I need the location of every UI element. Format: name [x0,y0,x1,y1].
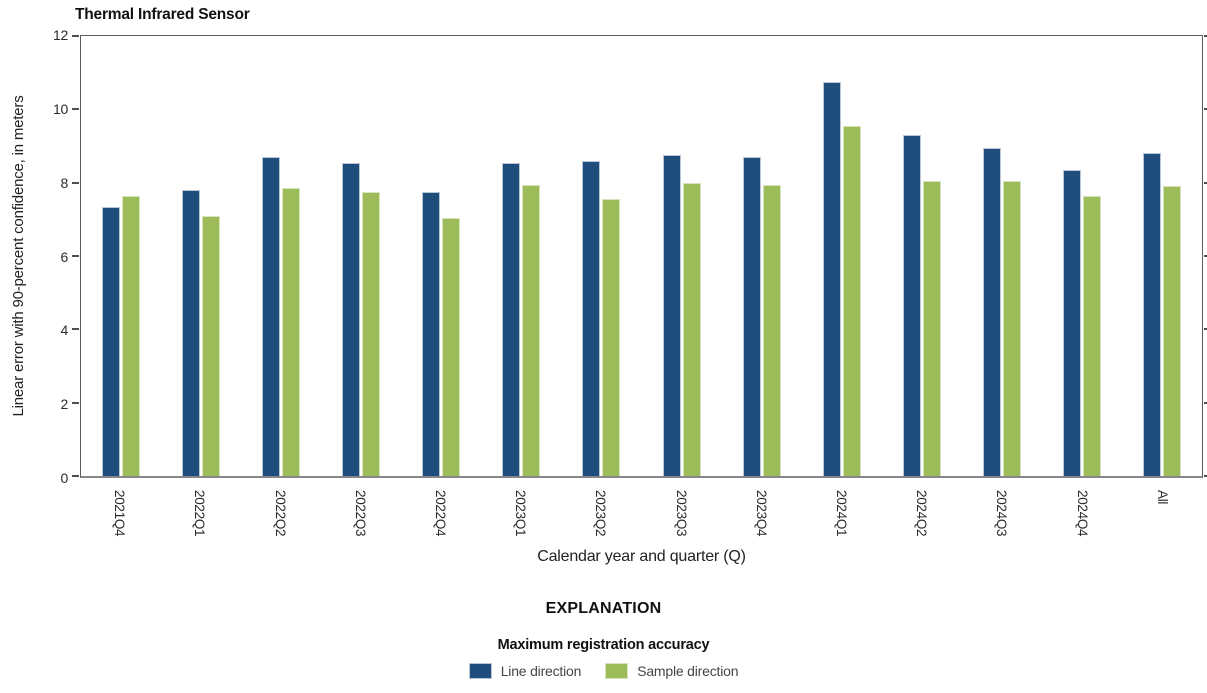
y-tick-left-4 [72,328,79,331]
bar-sample-direction-2024q1 [842,125,861,476]
bar-group-2022q4 [422,36,461,476]
bar-line-direction-2022q4 [422,191,441,476]
x-tick-label-2022q2: 2022Q2 [272,490,288,537]
y-tick-left-10 [72,108,79,111]
y-tick-right-8 [1204,181,1207,184]
bar-line-direction-2023q1 [502,162,521,476]
x-tick-label-2023q4: 2023Q4 [753,490,769,537]
y-tick-left-12 [72,35,79,37]
y-tick-left-2 [72,401,79,404]
bar-sample-direction-2023q4 [762,184,781,476]
y-tick-right-0 [1204,475,1207,477]
bar-line-direction-all [1142,153,1161,476]
x-tick-label-2024q1: 2024Q1 [834,490,850,537]
y-tick-label-0: 0 [60,470,69,486]
legend-item-line-direction: Line direction [468,663,582,679]
legend: Line direction Sample direction [0,663,1207,679]
x-tick-label-2022q3: 2022Q3 [352,490,368,537]
y-tick-left-8 [72,181,79,184]
explanation-subheading: Maximum registration accuracy [497,637,710,653]
bar-group-2023q2 [582,36,621,476]
bar-sample-direction-2022q2 [282,188,301,476]
bar-group-2024q1 [822,36,861,476]
bar-sample-direction-2023q3 [682,182,701,476]
bar-line-direction-2022q3 [342,162,361,476]
plot-area [72,35,1207,478]
bar-sample-direction-2023q1 [522,184,541,476]
bar-group-2024q3 [982,36,1021,476]
y-tick-labels: 0 2 4 6 8 10 12 [0,27,69,486]
bar-line-direction-2024q2 [902,135,921,476]
y-tick-label-12: 12 [53,27,68,43]
bar-group-2024q2 [902,36,941,476]
x-tick-label-2024q4: 2024Q4 [1074,490,1090,537]
x-axis-label: Calendar year and quarter (Q) [537,548,746,565]
bar-line-direction-2022q1 [182,190,201,476]
x-tick-label-2024q3: 2024Q3 [994,490,1010,537]
x-tick-label-2022q4: 2022Q4 [432,490,448,537]
y-tick-label-4: 4 [60,322,69,339]
bar-sample-direction-2021q4 [122,195,141,476]
x-tick-label-all: All [1154,490,1170,505]
bar-line-direction-2023q3 [662,155,681,476]
bar-line-direction-2022q2 [262,157,281,476]
y-tick-label-8: 8 [60,174,69,191]
bar-group-2023q3 [662,36,701,476]
bar-group-2024q4 [1062,36,1101,476]
y-tick-right-12 [1204,35,1207,37]
y-tick-left-6 [72,255,79,257]
bar-group-2021q4 [102,36,141,476]
y-tick-right-10 [1204,108,1207,111]
explanation-heading: EXPLANATION [545,600,662,617]
bar-group-2022q2 [262,36,301,476]
bar-line-direction-2024q4 [1062,169,1081,476]
y-tick-label-10: 10 [53,100,68,117]
bar-line-direction-2021q4 [102,206,121,476]
legend-label-sample-direction: Sample direction [637,663,739,679]
bar-sample-direction-2022q1 [202,215,221,476]
bar-group-all [1142,36,1181,476]
bar-sample-direction-2024q2 [922,180,941,476]
y-tick-right-2 [1204,401,1207,404]
bar-line-direction-2023q4 [742,157,761,476]
y-tick-label-6: 6 [60,248,69,265]
x-tick-label-2022q1: 2022Q1 [192,490,208,537]
bar-sample-direction-all [1162,186,1181,476]
bar-group-2023q1 [502,36,541,476]
bar-group-2022q3 [342,36,381,476]
legend-label-line-direction: Line direction [500,663,582,679]
bar-sample-direction-2022q4 [442,217,461,476]
x-tick-label-2024q2: 2024Q2 [914,490,930,537]
chart-title: Thermal Infrared Sensor [75,6,250,23]
bar-sample-direction-2024q4 [1082,195,1101,476]
bar-sample-direction-2022q3 [362,191,381,476]
bar-group-2022q1 [182,36,221,476]
x-tick-label-2021q4: 2021Q4 [112,490,128,537]
legend-item-sample-direction: Sample direction [605,663,738,679]
bar-line-direction-2024q1 [822,81,841,476]
bar-sample-direction-2024q3 [1002,180,1021,476]
x-tick-label-2023q1: 2023Q1 [513,490,529,537]
x-tick-label-2023q2: 2023Q2 [593,490,609,537]
y-tick-left-0 [72,475,79,477]
legend-swatch-sample-direction [605,663,629,679]
y-tick-right-4 [1204,328,1207,331]
bar-group-2023q4 [742,36,781,476]
legend-swatch-line-direction [468,663,492,679]
bar-sample-direction-2023q2 [602,199,621,476]
y-tick-label-2: 2 [60,396,69,413]
bar-line-direction-2023q2 [582,160,601,476]
bar-line-direction-2024q3 [982,147,1001,476]
x-tick-label-2023q3: 2023Q3 [673,490,689,537]
y-tick-right-6 [1204,255,1207,257]
